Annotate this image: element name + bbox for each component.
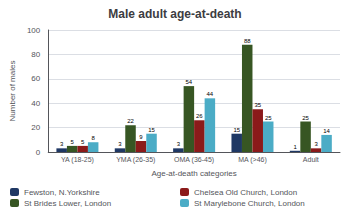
svg-text:3: 3 [118,141,122,147]
svg-text:35: 35 [254,102,261,108]
svg-text:Chelsea Old Church, London: Chelsea Old Church, London [194,188,297,197]
svg-text:OMA (36-45): OMA (36-45) [174,156,214,164]
svg-text:3: 3 [314,141,318,147]
svg-text:88: 88 [244,38,251,44]
svg-text:1: 1 [293,144,297,150]
svg-text:St Marylebone Church, London: St Marylebone Church, London [194,199,305,208]
svg-text:8: 8 [92,135,96,141]
svg-text:St Brides Lower, London: St Brides Lower, London [24,199,111,208]
svg-text:YMA (26-35): YMA (26-35) [116,156,155,164]
svg-text:25: 25 [265,115,272,121]
svg-text:100: 100 [27,26,41,35]
svg-text:5: 5 [81,139,85,145]
svg-text:54: 54 [186,79,193,85]
svg-text:YA (18-25): YA (18-25) [61,156,94,164]
svg-text:Fewston, N.Yorkshire: Fewston, N.Yorkshire [24,188,100,197]
svg-text:22: 22 [127,118,134,124]
svg-text:60: 60 [31,74,40,83]
svg-text:Number of males: Number of males [8,61,17,122]
svg-text:20: 20 [31,123,40,132]
svg-text:3: 3 [60,141,64,147]
svg-text:14: 14 [323,128,330,134]
svg-text:Adult: Adult [303,156,319,163]
svg-text:9: 9 [139,134,143,140]
svg-text:Male adult age-at-death: Male adult age-at-death [108,7,241,21]
svg-text:80: 80 [31,50,40,59]
svg-text:3: 3 [177,141,181,147]
svg-text:44: 44 [207,91,214,97]
svg-text:MA (>46): MA (>46) [238,156,267,164]
svg-text:26: 26 [196,113,203,119]
svg-text:15: 15 [148,127,155,133]
svg-text:5: 5 [70,139,74,145]
svg-text:25: 25 [302,115,309,121]
svg-text:0: 0 [36,148,41,157]
svg-text:15: 15 [233,127,240,133]
svg-text:Age-at-death categories: Age-at-death categories [151,169,236,178]
svg-text:40: 40 [31,99,40,108]
